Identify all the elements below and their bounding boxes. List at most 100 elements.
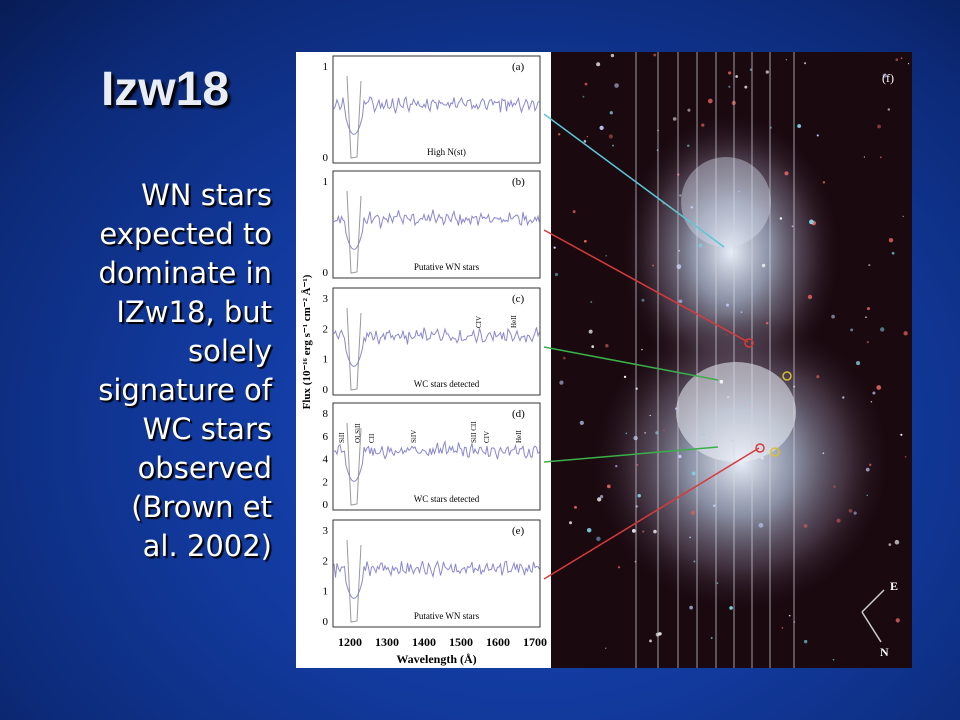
y-tick-label: 0: [323, 499, 329, 511]
y-tick-label: 6: [323, 431, 329, 443]
star: [888, 237, 894, 243]
star: [894, 539, 900, 545]
star: [609, 111, 613, 115]
star: [728, 85, 731, 88]
star: [888, 543, 892, 546]
star: [623, 375, 627, 379]
figure: (f) E N (a) High N(st) 0 1 (b) Putative WN st…: [296, 52, 912, 668]
star: [856, 361, 861, 366]
body-line: IZw18, but: [116, 295, 272, 329]
x-tick-label: 1200: [338, 635, 362, 649]
x-tick-label: 1400: [412, 635, 436, 649]
spectrum-line: [346, 422, 362, 506]
star: [791, 225, 794, 228]
panel-frame: [332, 170, 541, 279]
star: [761, 263, 766, 268]
spectrum-line: [346, 75, 362, 159]
star: [895, 618, 900, 623]
arrow: [543, 113, 725, 248]
star: [907, 63, 910, 65]
star: [554, 272, 559, 277]
star: [649, 639, 652, 643]
spectrum-panel: (d) WC stars detected 0 2 4 6 8 SiII OI,SiII CII S…: [323, 402, 541, 511]
x-tick-label: 1700: [523, 635, 547, 649]
x-tick-label: 1500: [449, 635, 473, 649]
spectrum-line: [333, 439, 540, 482]
star: [610, 53, 615, 58]
star: [599, 494, 604, 499]
star: [729, 606, 733, 610]
x-tick-label: 1600: [486, 635, 510, 649]
y-axis-label: Flux (10⁻¹⁶ erg s⁻¹ cm⁻² Å⁻¹): [301, 274, 313, 409]
galaxy-glow: [591, 312, 891, 612]
star: [866, 494, 868, 497]
marker: [755, 443, 765, 453]
star: [572, 210, 576, 214]
star: [880, 327, 885, 332]
star: [758, 522, 764, 528]
galaxy-image: [553, 53, 910, 661]
star: [816, 375, 820, 379]
star: [569, 521, 572, 525]
star: [879, 156, 882, 159]
line-label: HeII: [510, 315, 518, 328]
star: [866, 341, 869, 344]
star: [891, 251, 895, 255]
star: [702, 433, 705, 436]
star: [690, 510, 695, 515]
spectrum-line: [346, 307, 362, 391]
star: [867, 307, 871, 311]
star: [653, 529, 657, 534]
star: [583, 140, 587, 143]
star: [707, 98, 713, 104]
star: [822, 181, 826, 184]
y-tick-label: 1: [323, 354, 329, 366]
panel-frame: [332, 287, 541, 396]
line-label: CII: [368, 433, 376, 443]
star: [842, 396, 845, 399]
star: [604, 647, 607, 649]
star: [701, 123, 705, 127]
star: [784, 171, 789, 176]
star: [822, 452, 825, 455]
body-line: observed: [137, 451, 272, 485]
y-tick-label: 0: [323, 267, 329, 279]
star: [731, 440, 733, 442]
star: [642, 530, 645, 533]
star: [868, 463, 872, 467]
star: [559, 380, 564, 385]
arrow: [543, 446, 719, 463]
spectrum-panel: (c) WC stars detected 0 1 2 3 CIV HeII: [323, 287, 541, 396]
panel-note: High N(st): [427, 147, 466, 157]
panel-label: (b): [512, 176, 525, 188]
star: [877, 124, 881, 129]
star: [631, 528, 636, 533]
marker: [782, 371, 792, 381]
star: [605, 343, 609, 348]
star: [586, 135, 588, 138]
star: [803, 524, 808, 528]
star: [614, 83, 619, 88]
star: [738, 190, 740, 193]
spectrum-line: [333, 95, 540, 135]
line-label: CIV: [475, 316, 483, 328]
star: [713, 504, 716, 507]
star: [887, 108, 891, 111]
star: [868, 264, 871, 267]
body-line: (Brown et: [131, 490, 272, 524]
star: [615, 465, 618, 468]
star: [588, 329, 593, 334]
star: [641, 348, 643, 351]
star: [809, 219, 814, 225]
panel-label: (a): [512, 61, 525, 73]
body-line: dominate in: [98, 256, 272, 290]
star: [605, 254, 608, 257]
marker: [744, 338, 754, 348]
spectrum-line: [346, 539, 362, 623]
star: [676, 264, 682, 269]
panel-frame: [332, 402, 541, 511]
star: [836, 518, 841, 523]
compass-arrow: [861, 589, 885, 613]
star: [608, 134, 613, 139]
spectrum-line: [333, 560, 540, 599]
